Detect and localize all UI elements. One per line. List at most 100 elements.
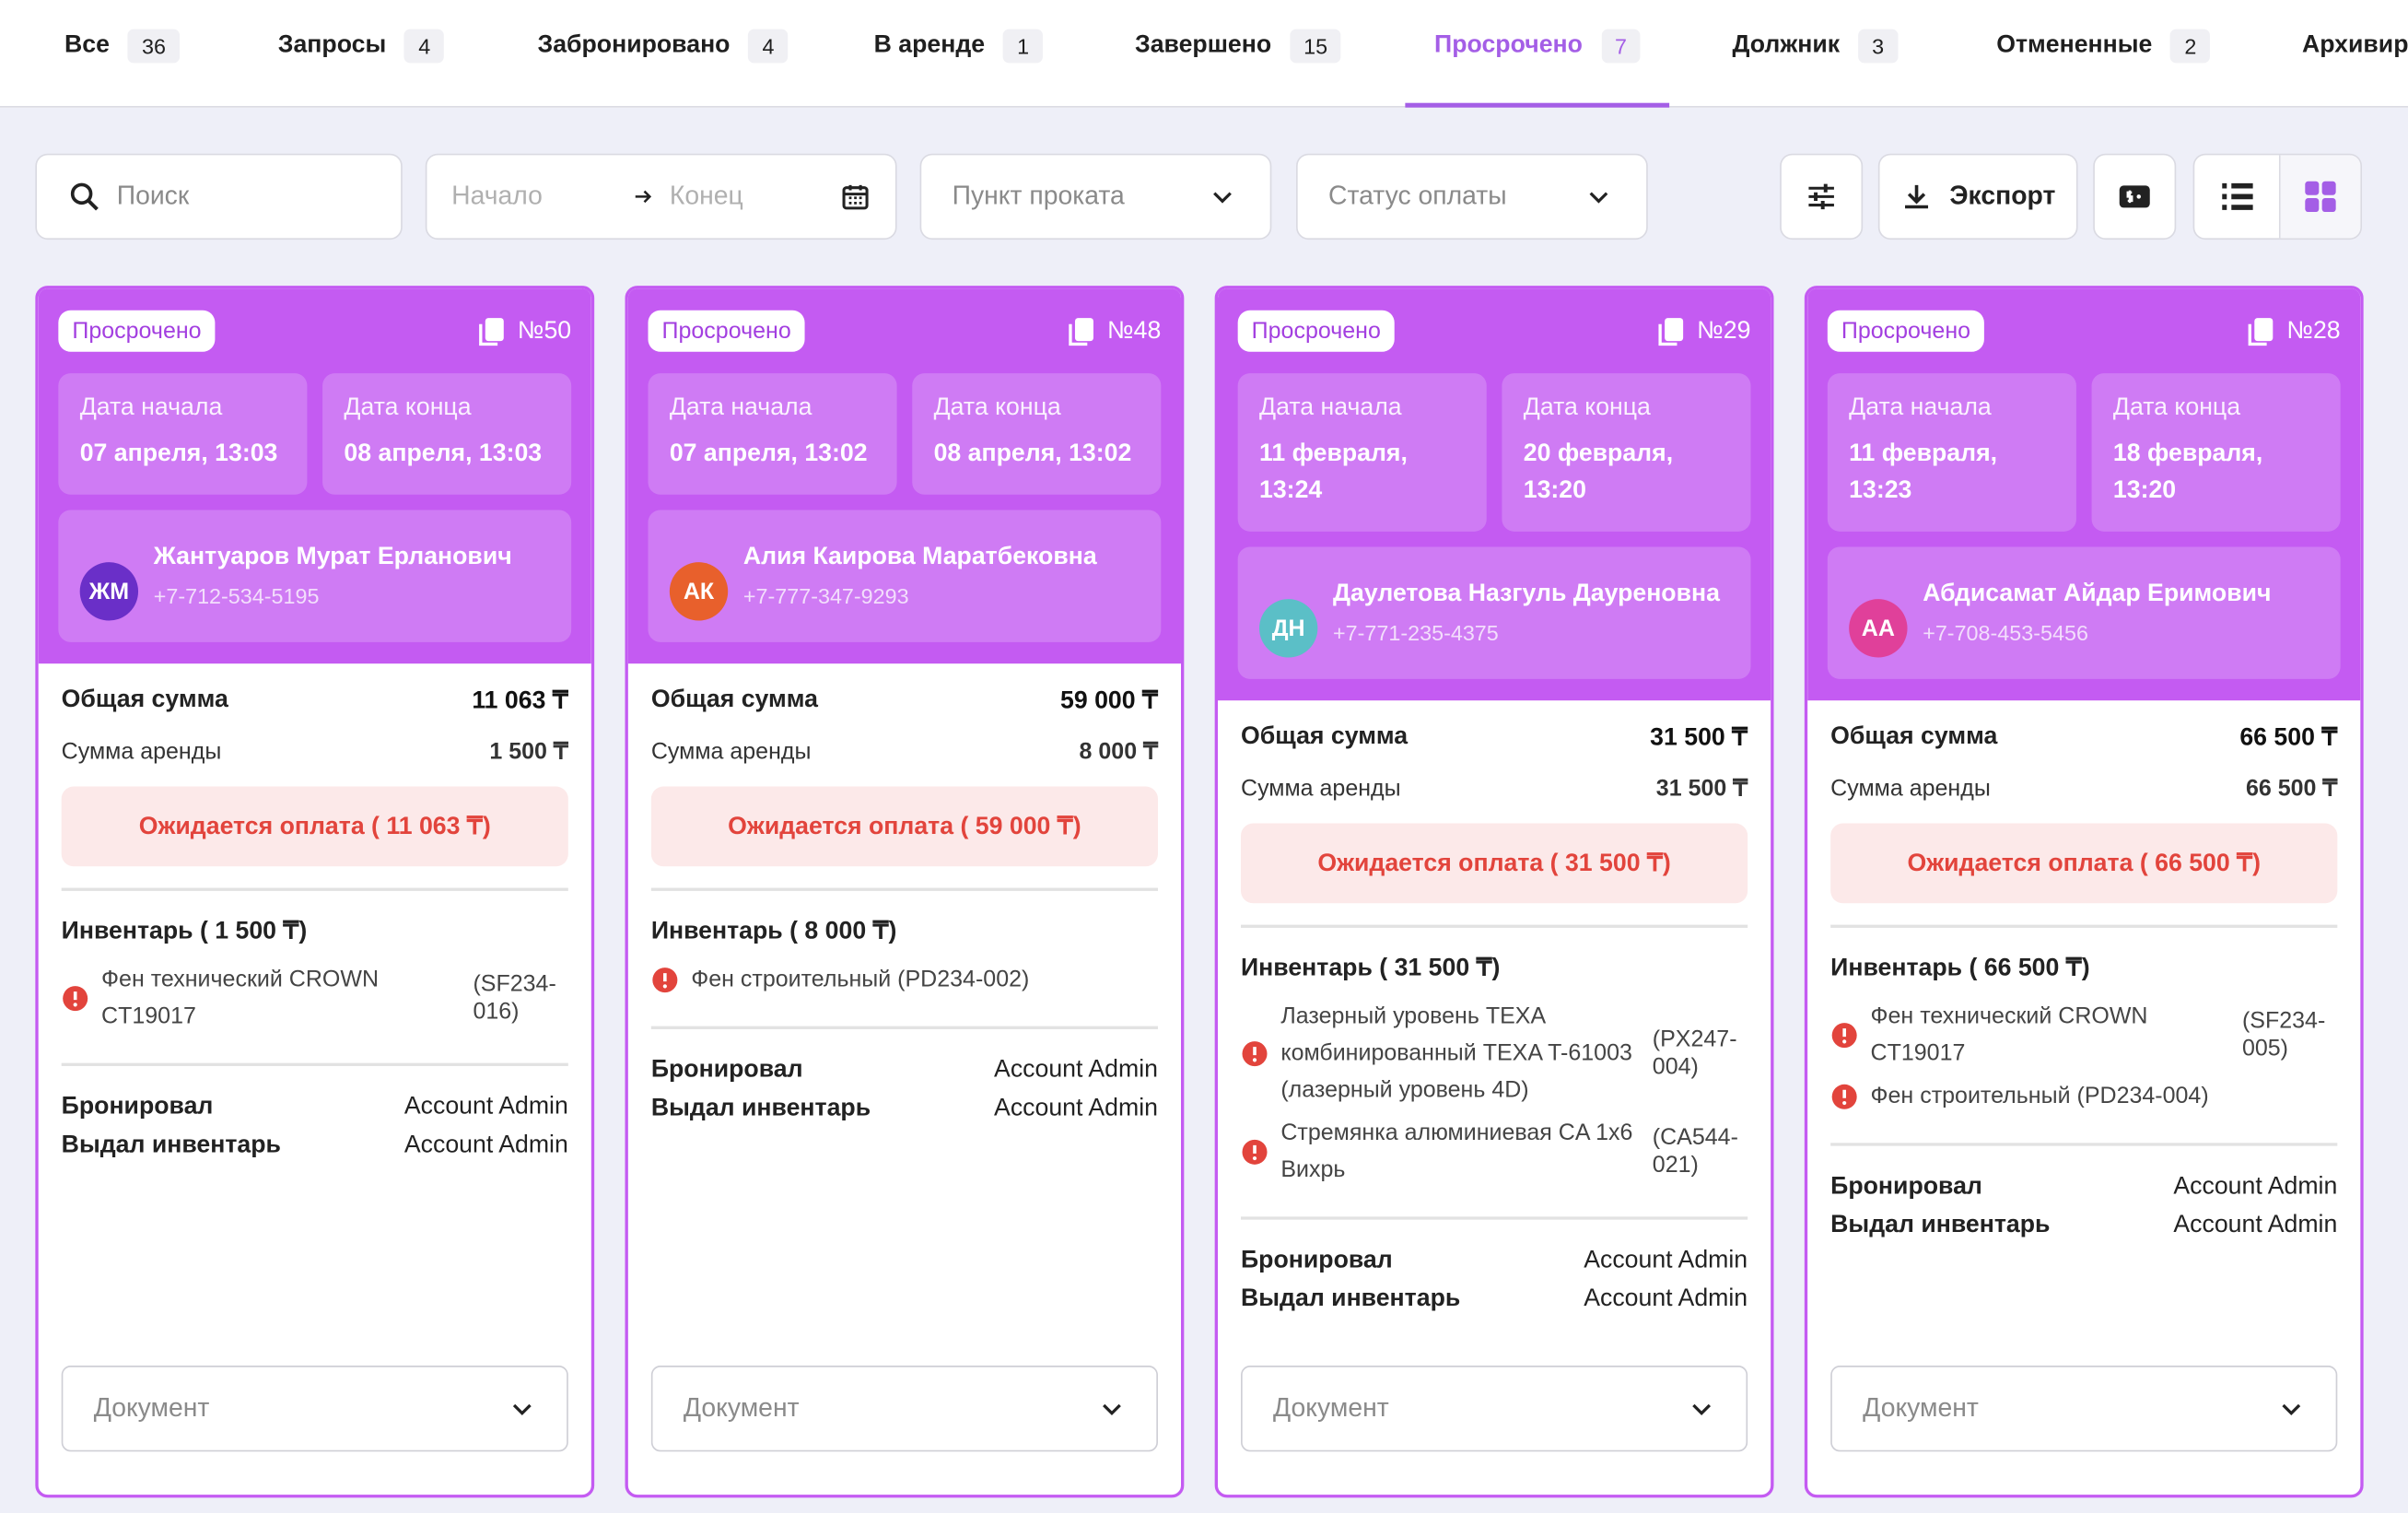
avatar: ДН bbox=[1259, 599, 1318, 658]
issued-row: Выдал инвентарь Account Admin bbox=[651, 1089, 1158, 1128]
total-row: Общая сумма 66 500 ₸ bbox=[1830, 722, 2337, 753]
start-date-box: Дата начала 11 февраля, 13:23 bbox=[1827, 373, 2076, 532]
order-number-text: №50 bbox=[517, 317, 572, 344]
customer-info: Даулетова Назгуль Дауреновна +7-771-235-4… bbox=[1333, 581, 1720, 645]
card-header: Просрочено №48 Дата начала 07 апреля, 13:02… bbox=[627, 288, 1181, 664]
rent-value: 1 500 ₸ bbox=[489, 738, 568, 766]
rental-card[interactable]: Просрочено №48 Дата начала 07 апреля, 13:02… bbox=[625, 286, 1185, 1498]
end-date-label: Дата конца bbox=[1523, 394, 1651, 421]
total-value: 66 500 ₸ bbox=[2239, 724, 2338, 752]
payment-status: Ожидается оплата ( 11 063 ₸) bbox=[61, 786, 568, 867]
payment-status-select[interactable]: Статус оплаты bbox=[1296, 153, 1648, 240]
tab[interactable]: Должник 3 bbox=[1732, 26, 1899, 65]
tab[interactable]: Запросы 4 bbox=[278, 26, 445, 65]
search-input[interactable]: Поиск bbox=[35, 153, 403, 240]
currency-button[interactable] bbox=[2093, 153, 2177, 240]
issued-by: Account Admin bbox=[403, 1132, 568, 1158]
settings-button[interactable] bbox=[1780, 153, 1864, 240]
document-select[interactable]: Документ bbox=[1830, 1366, 2338, 1452]
customer-box: АК Алия Каирова Маратбековна +7-777-347-92… bbox=[648, 510, 1162, 642]
calendar-icon bbox=[840, 182, 871, 212]
tab[interactable]: Забронировано 4 bbox=[537, 26, 789, 65]
tab-label: Забронировано bbox=[537, 32, 731, 59]
end-date-label: Дата конца bbox=[2112, 394, 2241, 421]
order-number-text: №48 bbox=[1107, 317, 1162, 344]
order-number-text: №29 bbox=[1697, 317, 1751, 344]
customer-phone: +7-708-453-5456 bbox=[1923, 620, 2088, 646]
total-row: Общая сумма 31 500 ₸ bbox=[1241, 722, 1748, 753]
item-name: Фен технический CROWN CT19017 bbox=[101, 966, 380, 1029]
inventory-item: Лазерный уровень TEXA комбинированный TE… bbox=[1241, 999, 1748, 1109]
booked-label: Бронировал bbox=[1830, 1173, 1982, 1200]
tab-label: Просрочено bbox=[1434, 32, 1583, 59]
order-number: №50 bbox=[478, 316, 572, 346]
select-label: Пункт проката bbox=[952, 181, 1125, 211]
rent-row: Сумма аренды 1 500 ₸ bbox=[62, 737, 568, 765]
divider bbox=[1830, 1143, 2338, 1146]
tab[interactable]: Просрочено 7 bbox=[1434, 26, 1641, 65]
grid-view-button[interactable] bbox=[2280, 155, 2361, 239]
end-date-box: Дата конца 08 апреля, 13:03 bbox=[322, 373, 572, 495]
tab-underline bbox=[1405, 102, 1670, 108]
tab[interactable]: Отмененные 2 bbox=[1996, 26, 2211, 65]
start-date-box: Дата начала 07 апреля, 13:03 bbox=[58, 373, 308, 495]
status-pill: Просрочено bbox=[648, 310, 805, 352]
document-placeholder: Документ bbox=[93, 1393, 210, 1423]
end-date-value: 18 февраля, 13:20 bbox=[2112, 440, 2263, 504]
date-range[interactable]: Начало Конец bbox=[425, 153, 897, 240]
item-name: Стремянка алюминиевая CA 1x6 Вихрь bbox=[1280, 1120, 1633, 1183]
issued-label: Выдал инвентарь bbox=[1241, 1285, 1461, 1312]
document-select[interactable]: Документ bbox=[1241, 1366, 1748, 1452]
warning-icon bbox=[1830, 1083, 1858, 1110]
booked-by: Account Admin bbox=[994, 1056, 1158, 1084]
document-select[interactable]: Документ bbox=[61, 1366, 568, 1452]
point-select[interactable]: Пункт проката bbox=[919, 153, 1272, 240]
export-button[interactable]: Экспорт bbox=[1877, 153, 2078, 240]
end-date-box: Дата конца 18 февраля, 13:20 bbox=[2091, 373, 2341, 532]
date-boxes: Дата начала 11 февраля, 13:24 Дата конца 20… bbox=[1237, 373, 1751, 532]
rent-value: 8 000 ₸ bbox=[1079, 738, 1158, 766]
booked-label: Бронировал bbox=[650, 1056, 803, 1084]
issued-row: Выдал инвентарь Account Admin bbox=[62, 1126, 568, 1165]
tab-label: В аренде bbox=[873, 32, 986, 59]
item-name: Лазерный уровень TEXA комбинированный TE… bbox=[1280, 1003, 1632, 1103]
status-pill: Просрочено bbox=[58, 310, 216, 352]
customer-phone: +7-777-347-9293 bbox=[742, 583, 909, 609]
card-body: Общая сумма 31 500 ₸ Сумма аренды 31 500 ₸ О… bbox=[1218, 700, 1771, 1495]
rent-label: Сумма аренды bbox=[650, 738, 812, 765]
total-row: Общая сумма 59 000 ₸ bbox=[651, 686, 1158, 716]
status-pill: Просрочено bbox=[1237, 310, 1395, 352]
start-date-value: 07 апреля, 13:03 bbox=[79, 440, 278, 467]
tab[interactable]: В аренде 1 bbox=[874, 26, 1044, 65]
tab[interactable]: Завершено 15 bbox=[1135, 26, 1342, 65]
divider bbox=[61, 887, 568, 891]
tab-count: 2 bbox=[2170, 29, 2211, 64]
rent-value: 66 500 ₸ bbox=[2245, 775, 2338, 803]
document-select[interactable]: Документ bbox=[650, 1366, 1158, 1452]
tab-count: 36 bbox=[127, 29, 180, 64]
view-toggle[interactable] bbox=[2192, 153, 2362, 240]
chevron-icon bbox=[1098, 1395, 1126, 1423]
list-view-button[interactable] bbox=[2194, 155, 2281, 239]
card-top-row: Просрочено №50 bbox=[58, 310, 572, 352]
card-header: Просрочено №50 Дата начала 07 апреля, 13:03… bbox=[38, 288, 591, 664]
tab[interactable]: Все 36 bbox=[64, 26, 180, 65]
customer-box: АА Абдисамат Айдар Еримович +7-708-453-545… bbox=[1827, 546, 2341, 679]
rental-card[interactable]: Просрочено №28 Дата начала 11 февраля, 13:2… bbox=[1804, 286, 2364, 1498]
card-body: Общая сумма 11 063 ₸ Сумма аренды 1 500 ₸ Ож… bbox=[39, 663, 591, 1495]
customer-box: ЖМ Жантуаров Мурат Ерланович +7-712-534-51… bbox=[58, 510, 572, 642]
tab[interactable]: Архивиро bbox=[2302, 26, 2408, 65]
copy-icon bbox=[1657, 316, 1685, 346]
tab-label: Все bbox=[64, 32, 110, 59]
divider bbox=[1241, 924, 1748, 928]
rental-card[interactable]: Просрочено №29 Дата начала 11 февраля, 13:2… bbox=[1214, 286, 1774, 1498]
avatar: ЖМ bbox=[79, 562, 139, 621]
rent-label: Сумма аренды bbox=[61, 738, 222, 765]
issued-row: Выдал инвентарь Account Admin bbox=[1830, 1206, 2337, 1245]
issued-row: Выдал инвентарь Account Admin bbox=[1241, 1280, 1748, 1319]
start-date-value: 11 февраля, 13:23 bbox=[1849, 440, 1998, 504]
rental-card[interactable]: Просрочено №50 Дата начала 07 апреля, 13:03… bbox=[35, 286, 595, 1498]
tab-label: Отмененные bbox=[1996, 32, 2153, 59]
issued-by: Account Admin bbox=[1584, 1285, 1748, 1312]
